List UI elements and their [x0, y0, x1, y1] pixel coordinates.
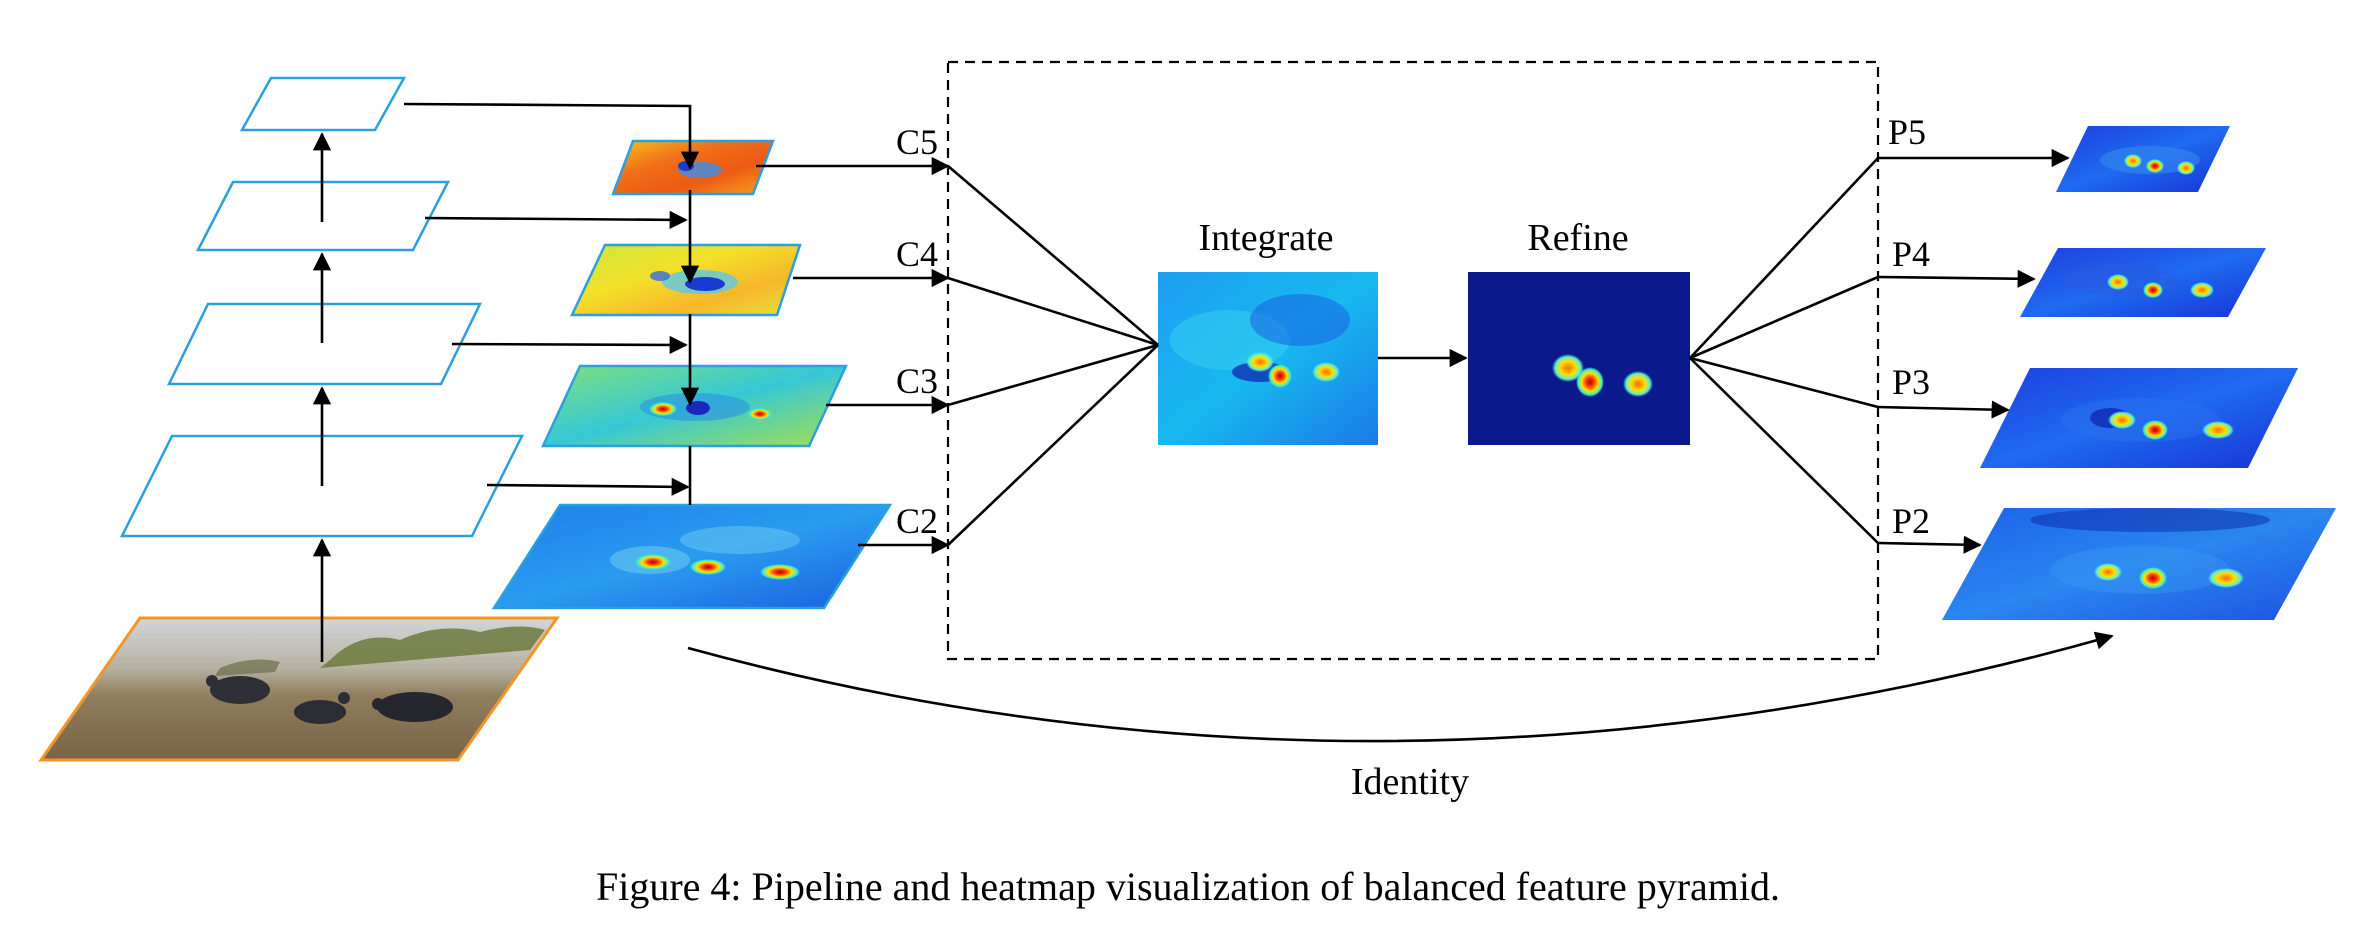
label-p2: P2	[1892, 501, 1930, 541]
arrows	[312, 102, 2114, 743]
label-integrate: Integrate	[1198, 217, 1333, 259]
c-heatmaps	[491, 139, 893, 610]
input-photo	[38, 616, 560, 762]
heatmap-p5	[2056, 126, 2230, 192]
label-c2: C2	[896, 501, 938, 541]
label-c4: C4	[896, 234, 938, 274]
heatmap-p3	[1980, 368, 2298, 468]
heatmap-p4	[2020, 248, 2266, 317]
labels: C5 C4 C3 C2 P5 P4 P3 P2 Integrate Refine…	[596, 112, 1930, 909]
backbone-plane-3	[167, 302, 482, 386]
backbone-plane-5	[239, 76, 407, 132]
label-p4: P4	[1892, 234, 1930, 274]
label-c3: C3	[896, 361, 938, 401]
heatmap-c2	[491, 503, 893, 610]
label-refine: Refine	[1527, 217, 1628, 259]
label-p5: P5	[1888, 112, 1926, 152]
p-heatmaps	[1942, 126, 2336, 620]
backbone-planes	[119, 76, 525, 538]
bfp-module-box	[946, 60, 1880, 661]
heatmap-c3	[541, 364, 848, 448]
figure-caption: Figure 4: Pipeline and heatmap visualiza…	[596, 864, 1780, 909]
heatmap-c4	[570, 243, 802, 317]
refine-heatmap	[1468, 272, 1690, 445]
heatmap-p2	[1942, 508, 2336, 620]
heatmap-c5	[611, 139, 775, 196]
label-p3: P3	[1892, 362, 1930, 402]
label-c5: C5	[896, 122, 938, 162]
integrate-heatmap	[1158, 272, 1378, 445]
label-identity: Identity	[1351, 761, 1469, 803]
